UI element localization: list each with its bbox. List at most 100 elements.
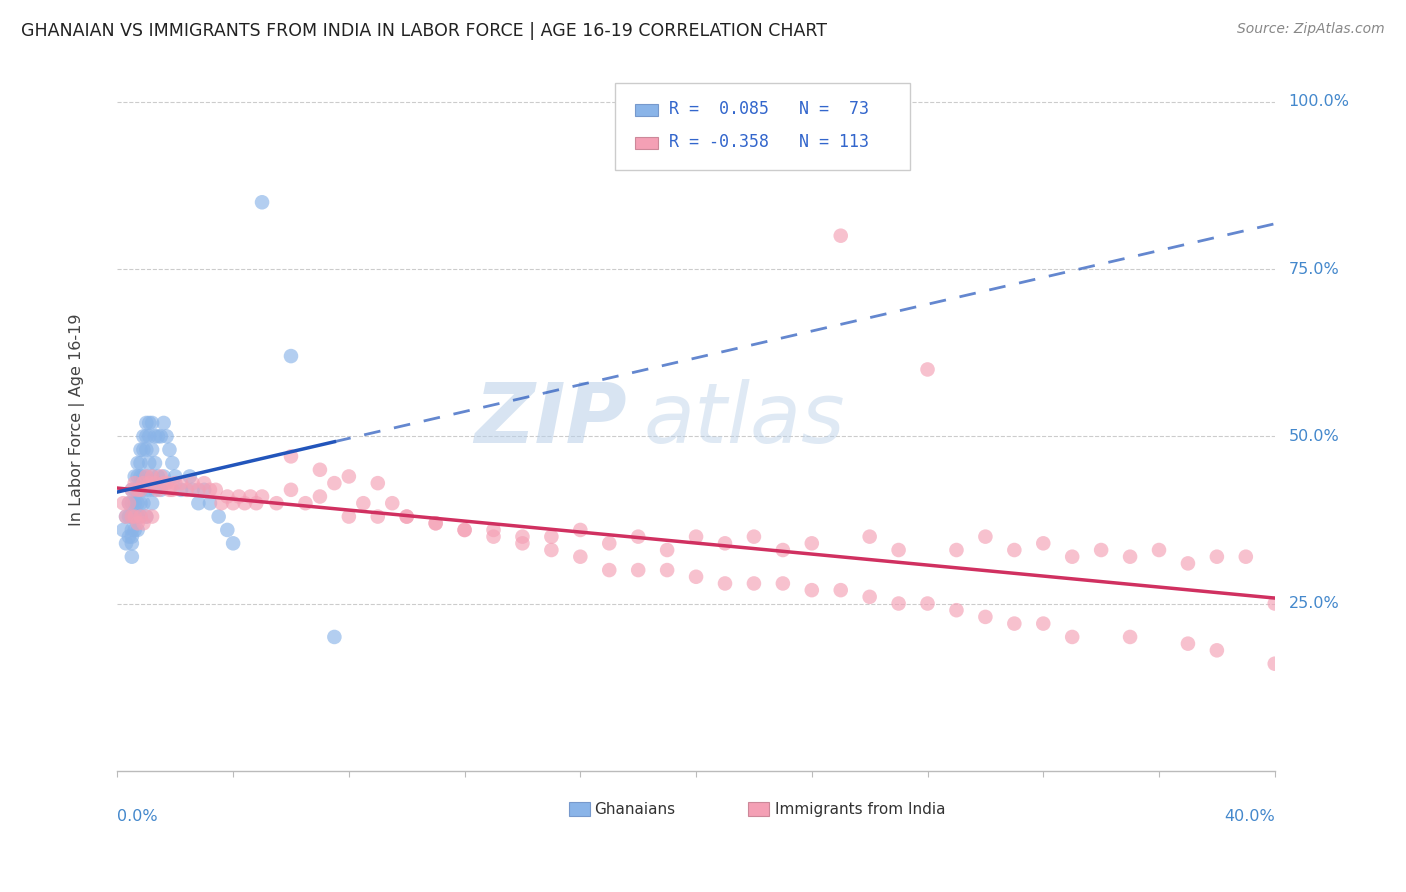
Point	[138, 429, 160, 443]
Point	[155, 429, 177, 443]
Point	[112, 523, 135, 537]
Point	[152, 416, 174, 430]
Point	[112, 496, 135, 510]
Point	[127, 483, 149, 497]
Point	[974, 610, 997, 624]
Point	[323, 476, 346, 491]
Point	[181, 476, 204, 491]
Point	[135, 442, 157, 457]
Point	[127, 509, 149, 524]
FancyBboxPatch shape	[569, 802, 589, 816]
Point	[266, 496, 288, 510]
Point	[198, 496, 221, 510]
Point	[250, 490, 273, 504]
Point	[512, 536, 534, 550]
Point	[124, 509, 146, 524]
Point	[146, 429, 169, 443]
Point	[159, 483, 181, 497]
Point	[121, 509, 143, 524]
Point	[482, 523, 505, 537]
Point	[1119, 630, 1142, 644]
Point	[124, 509, 146, 524]
Point	[170, 483, 193, 497]
Point	[146, 469, 169, 483]
Point	[685, 530, 707, 544]
Point	[250, 195, 273, 210]
Point	[228, 490, 250, 504]
Point	[129, 509, 152, 524]
Point	[115, 509, 138, 524]
Point	[141, 469, 163, 483]
Point	[187, 496, 209, 510]
Point	[917, 597, 939, 611]
Point	[132, 469, 155, 483]
Point	[1002, 616, 1025, 631]
Point	[1062, 630, 1084, 644]
Point	[1119, 549, 1142, 564]
FancyBboxPatch shape	[634, 103, 658, 116]
Point	[127, 483, 149, 497]
Point	[121, 483, 143, 497]
Point	[115, 536, 138, 550]
Point	[118, 496, 141, 510]
Point	[143, 456, 166, 470]
Text: ZIP: ZIP	[474, 379, 627, 460]
Point	[830, 583, 852, 598]
Point	[294, 496, 316, 510]
Point	[141, 469, 163, 483]
Point	[132, 429, 155, 443]
Point	[1032, 616, 1054, 631]
Point	[127, 469, 149, 483]
Point	[352, 496, 374, 510]
Point	[127, 496, 149, 510]
Text: In Labor Force | Age 16-19: In Labor Force | Age 16-19	[69, 313, 84, 526]
Point	[179, 469, 201, 483]
Point	[714, 536, 737, 550]
Point	[193, 476, 215, 491]
Point	[1147, 543, 1170, 558]
Point	[685, 570, 707, 584]
Point	[772, 576, 794, 591]
Point	[135, 509, 157, 524]
Point	[138, 456, 160, 470]
Point	[714, 576, 737, 591]
Point	[222, 496, 245, 510]
Point	[655, 543, 678, 558]
Point	[198, 483, 221, 497]
Point	[129, 483, 152, 497]
Point	[1177, 637, 1199, 651]
Point	[512, 530, 534, 544]
Point	[323, 630, 346, 644]
Text: Immigrants from India: Immigrants from India	[775, 802, 945, 817]
Point	[800, 536, 823, 550]
Point	[1234, 549, 1257, 564]
Point	[165, 476, 187, 491]
FancyBboxPatch shape	[748, 802, 769, 816]
Point	[425, 516, 447, 531]
Point	[1177, 557, 1199, 571]
Point	[124, 523, 146, 537]
Point	[124, 476, 146, 491]
Point	[1090, 543, 1112, 558]
Point	[540, 543, 562, 558]
Point	[141, 496, 163, 510]
Point	[141, 442, 163, 457]
Point	[453, 523, 475, 537]
Point	[138, 416, 160, 430]
Point	[280, 349, 302, 363]
Text: 75.0%: 75.0%	[1289, 261, 1340, 277]
Text: Source: ZipAtlas.com: Source: ZipAtlas.com	[1237, 22, 1385, 37]
Point	[127, 516, 149, 531]
Point	[830, 228, 852, 243]
Point	[367, 509, 389, 524]
Point	[121, 549, 143, 564]
Point	[162, 483, 184, 497]
Point	[395, 509, 418, 524]
Point	[129, 496, 152, 510]
Point	[115, 509, 138, 524]
Point	[211, 496, 233, 510]
Point	[121, 496, 143, 510]
Point	[159, 442, 181, 457]
Point	[149, 469, 172, 483]
Text: 50.0%: 50.0%	[1289, 429, 1340, 444]
